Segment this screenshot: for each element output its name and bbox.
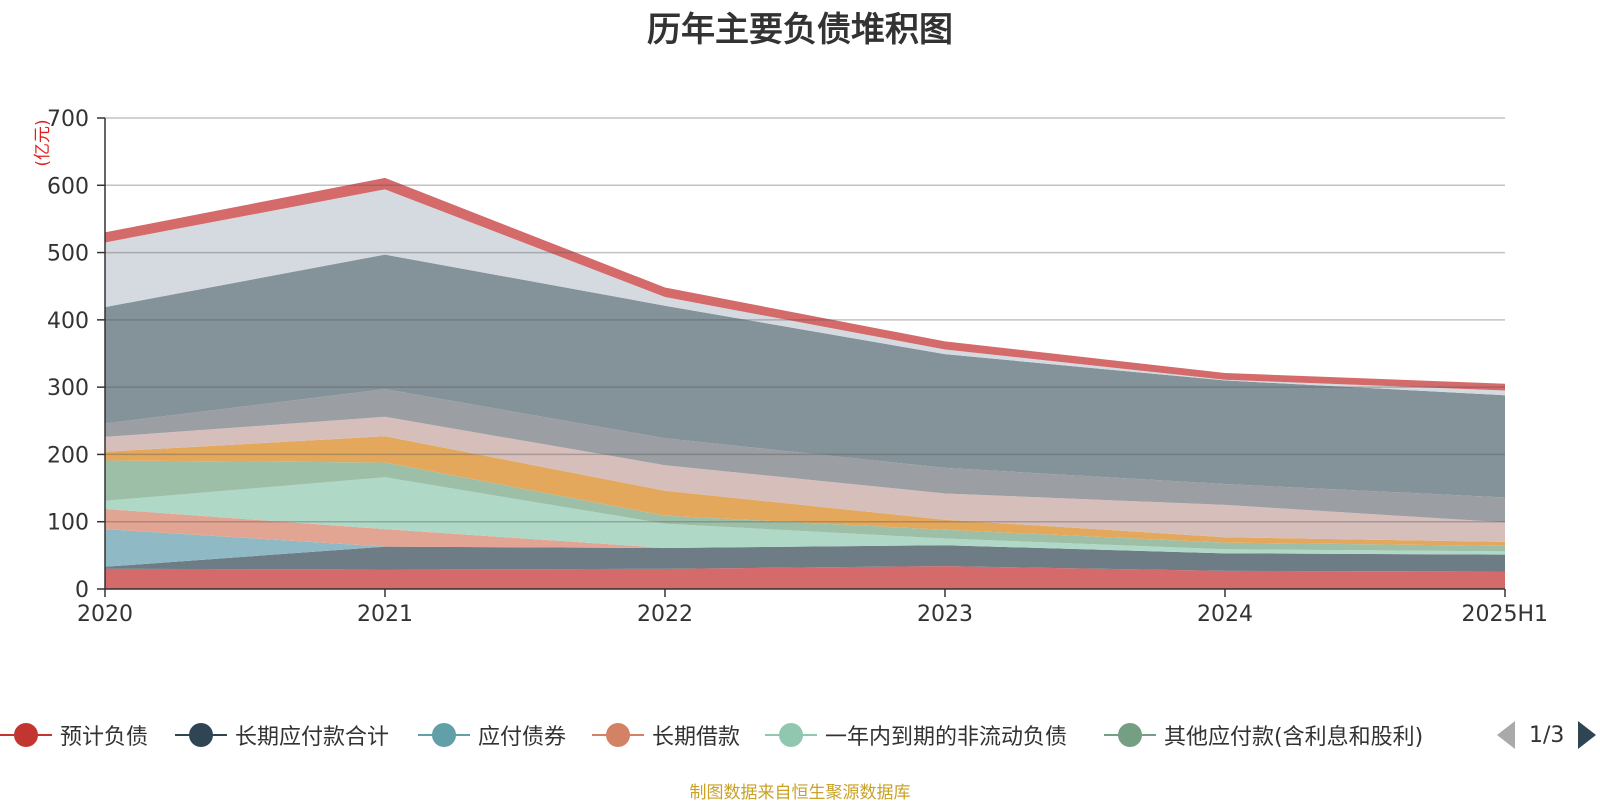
legend-item-long-term-payables[interactable]: 长期应付款合计: [175, 715, 389, 755]
legend-prev-page-icon[interactable]: [1497, 721, 1515, 749]
legend-label: 长期应付款合计: [235, 725, 390, 750]
legend-label: 预计负债: [60, 725, 149, 750]
legend-item-long-term-loans[interactable]: 长期借款: [592, 715, 740, 755]
area-layers: [105, 177, 1505, 589]
area-series-9: [105, 254, 1505, 498]
legend-marker-icon: [0, 720, 52, 750]
legend-label: 一年内到期的非流动负债: [825, 725, 1068, 750]
area-series-4: [105, 477, 1505, 555]
x-tick-label-3: 2023: [917, 602, 973, 627]
legend-marker-icon: [1104, 720, 1156, 750]
chart-title: 历年主要负债堆积图: [647, 10, 953, 50]
x-tick-label-5: 2025H1: [1461, 602, 1548, 627]
legend-marker-icon: [418, 720, 470, 750]
legend-marker-icon: [592, 720, 644, 750]
legend-next-page-icon[interactable]: [1578, 721, 1597, 749]
y-tick-label-500: 500: [47, 242, 89, 267]
area-series-10: [105, 189, 1505, 396]
area-series-3: [105, 508, 1505, 555]
legend-marker-icon: [765, 720, 817, 750]
y-tick-label-700: 700: [47, 107, 89, 132]
x-tick-label-1: 2021: [357, 602, 413, 627]
y-tick-label-0: 0: [75, 578, 89, 603]
data-source-note: 制图数据来自恒生聚源数据库: [689, 783, 911, 803]
y-tick-label-200: 200: [47, 443, 89, 468]
legend-label: 其他应付款(含利息和股利): [1164, 725, 1424, 750]
legend-label: 长期借款: [652, 725, 741, 750]
legend-marker-icon: [175, 720, 227, 750]
x-tick-label-2: 2022: [637, 602, 693, 627]
area-series-6: [105, 436, 1505, 546]
legend-item-current-noncurrent[interactable]: 一年内到期的非流动负债: [765, 715, 1067, 755]
legend-item-other-payables[interactable]: 其他应付款(含利息和股利): [1104, 715, 1423, 755]
legend-label: 应付债券: [478, 725, 567, 750]
legend-item-provisions[interactable]: 预计负债: [0, 715, 148, 755]
x-tick-label-4: 2024: [1197, 602, 1253, 627]
y-tick-label-600: 600: [47, 174, 89, 199]
y-tick-label-100: 100: [47, 511, 89, 536]
area-series-0: [105, 566, 1505, 589]
legend-page-indicator: 1/3: [1529, 722, 1565, 748]
area-series-1: [105, 545, 1505, 572]
y-tick-label-400: 400: [47, 309, 89, 334]
area-series-8: [105, 389, 1505, 523]
y-tick-label-300: 300: [47, 376, 89, 401]
x-tick-label-0: 2020: [77, 602, 133, 627]
legend-pager: 1/3: [1497, 715, 1597, 755]
legend-item-bonds-payable[interactable]: 应付债券: [418, 715, 566, 755]
area-series-5: [105, 460, 1505, 552]
y-unit-label: (亿元): [33, 119, 53, 166]
legend: 预计负债 长期应付款合计 应付债券 长期借款 一年内到期的非流动负债 其他应付款…: [0, 715, 1600, 755]
stacked-area-chart: 0 100 200 300 400 500 600 700 2020 2021 2022 2023 20…: [33, 107, 1548, 627]
